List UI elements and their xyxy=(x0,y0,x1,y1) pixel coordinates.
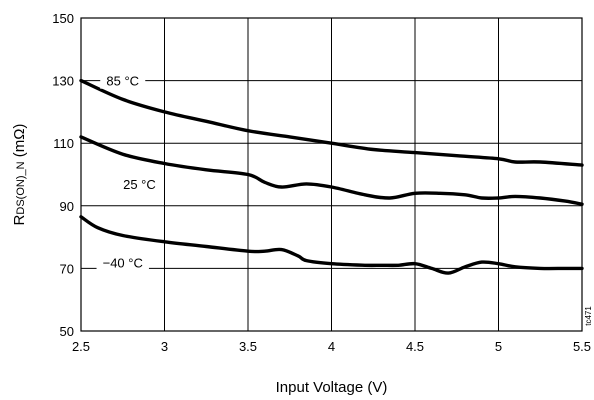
series-label-background xyxy=(100,73,146,89)
series-line-2 xyxy=(79,135,584,206)
series-label-1: 85 °C xyxy=(106,74,139,89)
x-tick-label: 5.5 xyxy=(573,339,591,354)
plot-frame xyxy=(80,17,583,332)
y-tick-label: 150 xyxy=(52,11,74,26)
x-tick-label: 4.5 xyxy=(406,339,424,354)
x-tick-label: 4 xyxy=(328,339,335,354)
grid xyxy=(80,17,583,332)
series-label-background xyxy=(116,177,162,193)
x-tick-label: 2.5 xyxy=(72,339,90,354)
y-axis-title: RDS(ON)_N (mΩ) xyxy=(11,124,28,226)
y-tick-label: 50 xyxy=(60,324,74,339)
series-labels: 85 °C 25 °C −40 °C xyxy=(96,73,162,271)
x-tick-label: 3.5 xyxy=(239,339,257,354)
y-tick-labels: 50 70 90 110 130 150 xyxy=(52,11,74,339)
y-tick-label: 130 xyxy=(52,74,74,89)
curves xyxy=(79,78,584,275)
series-label-2: 25 °C xyxy=(123,177,156,192)
x-axis-title: Input Voltage (V) xyxy=(276,379,388,396)
y-axis-title-main: R xyxy=(11,214,28,225)
y-tick-label: 110 xyxy=(53,136,74,151)
y-tick-label: 70 xyxy=(60,261,74,276)
y-axis-title-subscript: DS(ON)_N xyxy=(15,161,27,214)
y-axis-title-unit: (mΩ) xyxy=(11,124,28,162)
figure-id: tc471 xyxy=(584,306,593,326)
x-tick-labels: 2.5 3 3.5 4 4.5 5 5.5 xyxy=(72,339,591,354)
x-tick-label: 3 xyxy=(161,339,168,354)
y-tick-label: 90 xyxy=(60,199,74,214)
series-label-3: −40 °C xyxy=(103,255,143,270)
series-line-3 xyxy=(79,215,584,275)
series-line-1 xyxy=(79,78,584,167)
series-label-background xyxy=(96,255,149,271)
x-tick-label: 5 xyxy=(495,339,502,354)
